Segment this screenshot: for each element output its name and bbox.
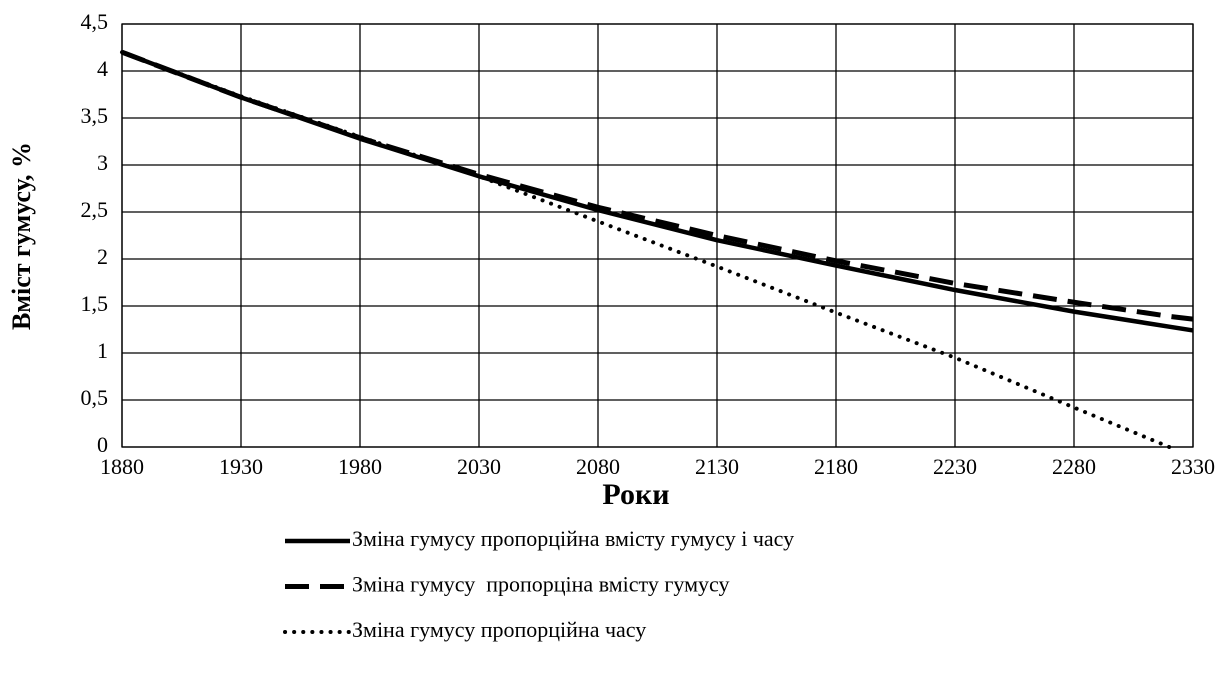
x-tick-label: 2280 <box>1052 454 1096 479</box>
y-tick-label: 2 <box>97 244 108 269</box>
plot-border <box>121 23 1194 448</box>
x-tick-label: 2030 <box>457 454 501 479</box>
x-tick-label: 1880 <box>100 454 144 479</box>
x-tick-label: 2180 <box>814 454 858 479</box>
x-tick-label: 1980 <box>338 454 382 479</box>
y-tick-label: 2,5 <box>81 197 109 222</box>
y-tick-label: 0 <box>97 432 108 457</box>
x-tick-label: 2230 <box>933 454 977 479</box>
series-line <box>121 50 1194 333</box>
y-tick-label: 1 <box>97 338 108 363</box>
y-tick-label: 0,5 <box>81 385 109 410</box>
x-tick-label: 1930 <box>219 454 263 479</box>
x-axis-title: Роки <box>602 478 669 511</box>
y-tick-label: 4,5 <box>81 9 109 34</box>
y-tick-label: 1,5 <box>81 291 109 316</box>
legend-label: Зміна гумусу пропорціна вмісту гумусу <box>352 572 729 597</box>
x-tick-label: 2330 <box>1171 454 1215 479</box>
y-tick-label: 4 <box>97 56 108 81</box>
series-line <box>120 50 1172 449</box>
y-tick-label: 3 <box>97 150 108 175</box>
y-tick-label: 3,5 <box>81 103 109 128</box>
legend-label: Зміна гумусу пропорційна часу <box>352 617 646 642</box>
x-tick-label: 2130 <box>695 454 739 479</box>
y-axis-title: Вміст гумусу, % <box>7 142 36 330</box>
series-line <box>121 49 1194 322</box>
x-tick-label: 2080 <box>576 454 620 479</box>
legend-label: Зміна гумусу пропорційна вмісту гумусу і… <box>352 526 794 551</box>
